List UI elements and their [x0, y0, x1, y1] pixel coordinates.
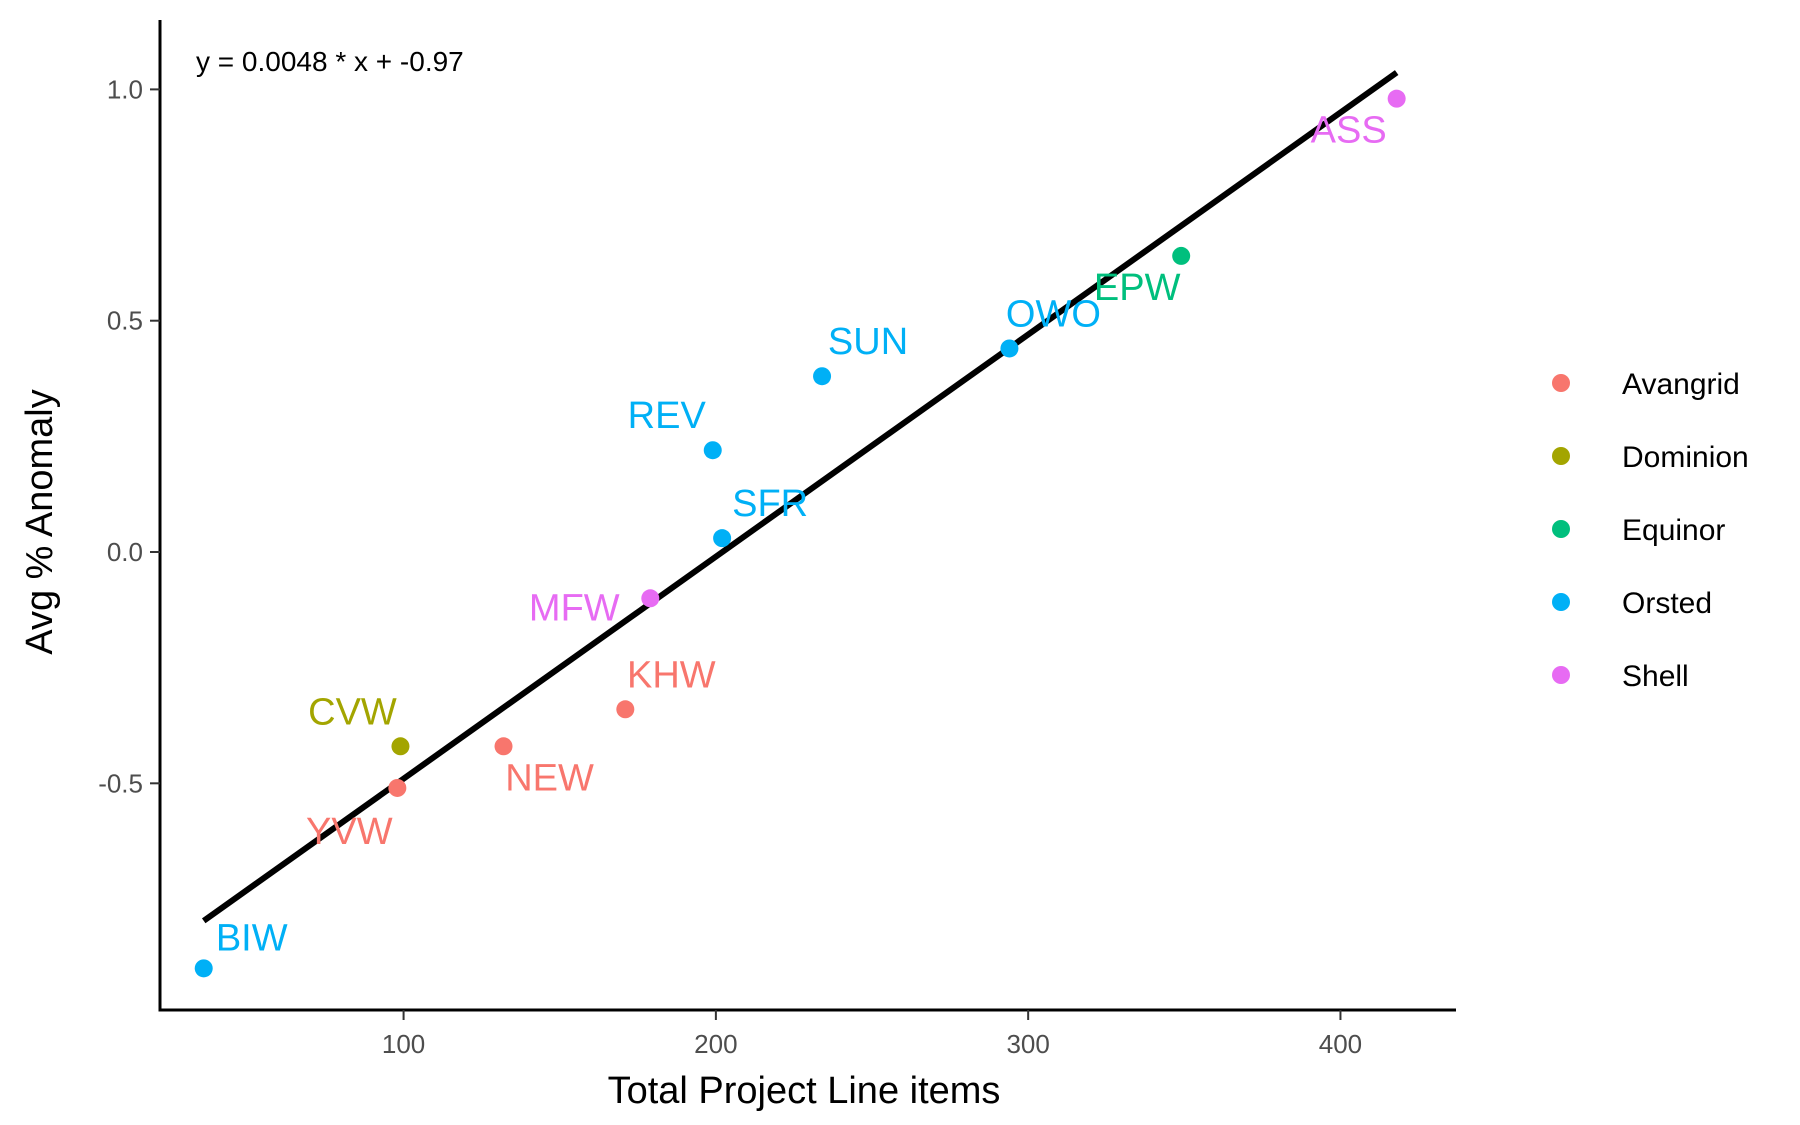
point-label-rev: REV [628, 395, 707, 437]
labels-equinor: EPW [1094, 267, 1181, 309]
point-label-biw: BIW [216, 917, 288, 959]
series-shell [641, 89, 1406, 608]
data-point-sun [813, 367, 832, 386]
y-tick-label: -0.5 [98, 768, 143, 798]
labels-orsted: BIW REV SFR SUN OWO [216, 293, 1101, 959]
legend-key-avangrid [1552, 374, 1570, 392]
legend-label-orsted: Orsted [1622, 587, 1712, 620]
legend-label-avangrid: Avangrid [1622, 368, 1740, 401]
legend-label-equinor: Equinor [1622, 514, 1725, 547]
series-equinor [1172, 246, 1191, 265]
data-point-new [494, 737, 513, 756]
point-label-khw: KHW [627, 654, 716, 696]
legend-key-dominion [1552, 447, 1570, 465]
point-label-owo: OWO [1006, 293, 1101, 335]
y-tick-label: 1.0 [107, 74, 143, 104]
data-point-yvw [388, 778, 407, 797]
trend-line [201, 70, 1399, 924]
legend-label-dominion: Dominion [1622, 441, 1749, 474]
plot-area: YVW NEW KHW CVW EPW BIW REV SFR SUN OWO MFW ASS [194, 70, 1406, 978]
x-axis-title: Total Project Line items [608, 1070, 1001, 1112]
regression-equation: y = 0.0048 * x + -0.97 [196, 46, 464, 77]
legend-key-equinor [1552, 520, 1570, 538]
data-point-owo [1000, 339, 1019, 358]
point-label-sfr: SFR [732, 483, 808, 525]
y-tick-label: 0.0 [107, 537, 143, 567]
data-point-epw [1172, 246, 1191, 265]
x-tick-label: 200 [694, 1029, 737, 1059]
labels-dominion: CVW [308, 691, 397, 733]
axes: 100 200 300 400 -0.5 0.0 0.5 1.0 [98, 20, 1456, 1059]
point-label-yvw: YVW [306, 811, 393, 853]
point-label-new: NEW [505, 757, 594, 799]
data-point-khw [616, 700, 635, 719]
x-tick-label: 300 [1006, 1029, 1049, 1059]
y-axis-title: Avg % Anomaly [19, 389, 61, 654]
point-label-ass: ASS [1311, 110, 1387, 152]
legend-key-orsted [1552, 593, 1570, 611]
x-tick-label: 100 [382, 1029, 425, 1059]
legend-label-shell: Shell [1622, 660, 1689, 693]
point-label-cvw: CVW [308, 691, 397, 733]
data-point-sfr [713, 529, 732, 548]
series-dominion [391, 737, 410, 756]
series-avangrid [388, 700, 635, 797]
y-tick-label: 0.5 [107, 306, 143, 336]
legend-key-shell [1552, 666, 1570, 684]
data-point-cvw [391, 737, 410, 756]
data-point-ass [1387, 89, 1406, 108]
labels-avangrid: YVW NEW KHW [306, 654, 716, 853]
point-label-sun: SUN [828, 321, 908, 363]
point-label-epw: EPW [1094, 267, 1181, 309]
legend: Avangrid Dominion Equinor Orsted Shell [1552, 368, 1749, 693]
data-point-mfw [641, 589, 660, 608]
data-point-rev [703, 441, 722, 460]
labels-shell: MFW ASS [529, 110, 1387, 630]
series-orsted [194, 339, 1019, 978]
point-label-mfw: MFW [529, 587, 620, 629]
data-point-biw [194, 959, 213, 978]
x-tick-label: 400 [1319, 1029, 1362, 1059]
